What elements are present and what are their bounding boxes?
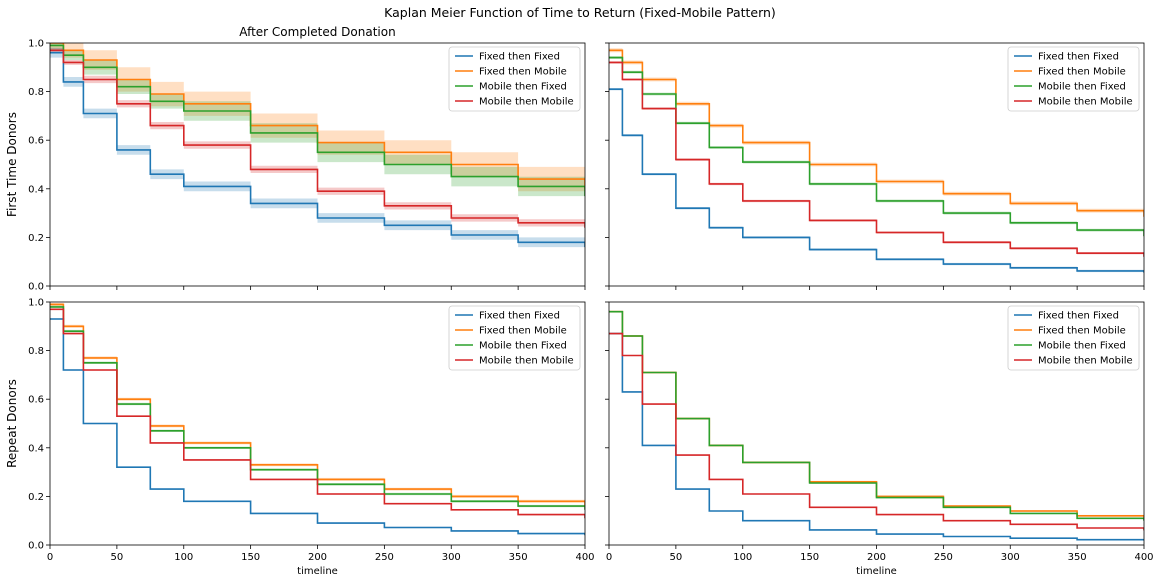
plot-area: [50, 43, 585, 253]
x-tick-label: 0: [47, 552, 53, 563]
x-tick-label: 200: [308, 552, 327, 563]
legend-entry: Fixed then Mobile: [1038, 326, 1126, 337]
subplot-4: 0 50 100 150 200 250 300 350 400 timeline Fixed th…: [605, 301, 1154, 577]
x-tick-label: 350: [509, 552, 528, 563]
legend: Fixed then Fixed Fixed then Mobile Mobile …: [1007, 46, 1140, 112]
y-axis-label: First Time Donors: [5, 112, 19, 217]
legend-entry: Fixed then Fixed: [479, 311, 560, 322]
series-line-1: [50, 318, 585, 536]
x-tick-label: 250: [375, 552, 394, 563]
x-tick-label: 250: [934, 552, 953, 563]
plot-area: [609, 310, 1144, 542]
subplot-title: After Completed Donation: [239, 25, 395, 39]
legend-frame: [1007, 305, 1140, 371]
legend-entry: Mobile then Mobile: [479, 356, 574, 367]
subplot-grid: 0.0 0.2 0.4 0.6 0.8 1.0 After Completed Donati…: [5, 25, 1154, 577]
series-line-4: [609, 61, 1144, 257]
legend: Fixed then Fixed Fixed then Mobile Mobile …: [448, 305, 581, 371]
legend: Fixed then Fixed Fixed then Mobile Mobile …: [1007, 305, 1140, 371]
plot-area: [50, 303, 585, 536]
y-tick-label: 0.0: [28, 541, 44, 552]
legend-frame: [448, 305, 581, 371]
series-line-1: [50, 51, 585, 248]
subplot-2: Fixed then Fixed Fixed then Mobile Mobile …: [605, 42, 1145, 290]
y-tick-label: 0.2: [28, 233, 44, 244]
x-tick-label: 50: [111, 552, 124, 563]
x-tick-label: 400: [575, 552, 594, 563]
y-tick-label: 0.4: [28, 443, 44, 454]
y-tick-label: 0.8: [28, 346, 44, 357]
plot-area: [609, 48, 1144, 274]
series-line-4: [50, 308, 585, 519]
legend-entry: Fixed then Mobile: [479, 67, 567, 78]
x-tick-label: 50: [670, 552, 683, 563]
x-axis-label: timeline: [297, 566, 338, 577]
y-tick-label: 0.8: [28, 87, 44, 98]
y-tick-label: 1.0: [28, 298, 44, 309]
y-axis-label: Repeat Donors: [5, 379, 19, 468]
series-line-4: [609, 332, 1144, 531]
legend-entry: Fixed then Fixed: [1038, 52, 1119, 63]
legend-entry: Mobile then Mobile: [1038, 356, 1133, 367]
x-tick-label: 400: [1134, 552, 1153, 563]
x-tick-label: 200: [867, 552, 886, 563]
y-tick-label: 0.2: [28, 492, 44, 503]
x-tick-label: 150: [800, 552, 819, 563]
y-tick-label: 0.6: [28, 395, 44, 406]
legend: Fixed then Fixed Fixed then Mobile Mobile …: [448, 46, 581, 112]
legend-entry: Fixed then Fixed: [1038, 311, 1119, 322]
legend-entry: Mobile then Fixed: [1038, 82, 1126, 93]
y-tick-label: 0.0: [28, 282, 44, 293]
series-line-1: [609, 88, 1144, 273]
x-tick-label: 100: [174, 552, 193, 563]
x-tick-label: 350: [1068, 552, 1087, 563]
x-tick-label: 150: [241, 552, 260, 563]
legend-entry: Fixed then Mobile: [1038, 67, 1126, 78]
legend-entry: Mobile then Mobile: [1038, 97, 1133, 108]
x-tick-label: 300: [1001, 552, 1020, 563]
series-line-4: [50, 49, 585, 228]
y-tick-label: 0.4: [28, 184, 44, 195]
subplot-1: 0.0 0.2 0.4 0.6 0.8 1.0 After Completed Donati…: [5, 25, 586, 293]
legend-entry: Mobile then Fixed: [479, 341, 567, 352]
legend-entry: Mobile then Mobile: [479, 97, 574, 108]
legend-entry: Mobile then Fixed: [1038, 341, 1126, 352]
legend-frame: [448, 46, 581, 112]
series-line-1: [609, 332, 1144, 541]
x-tick-label: 100: [733, 552, 752, 563]
x-tick-label: 0: [606, 552, 612, 563]
legend-frame: [1007, 46, 1140, 112]
y-tick-label: 1.0: [28, 39, 44, 50]
x-tick-label: 300: [442, 552, 461, 563]
subplot-3: 0 50 100 150 200 250 300 350 400 0.0 0.2 0.4 0.6 0.8 1…: [5, 298, 595, 578]
confidence-band-4: [50, 47, 585, 232]
legend-entry: Mobile then Fixed: [479, 82, 567, 93]
legend-entry: Fixed then Fixed: [479, 52, 560, 63]
y-tick-label: 0.6: [28, 136, 44, 147]
x-axis-label: timeline: [856, 566, 897, 577]
legend-entry: Fixed then Mobile: [479, 326, 567, 337]
figure-suptitle: Kaplan Meier Function of Time to Return …: [384, 5, 776, 20]
